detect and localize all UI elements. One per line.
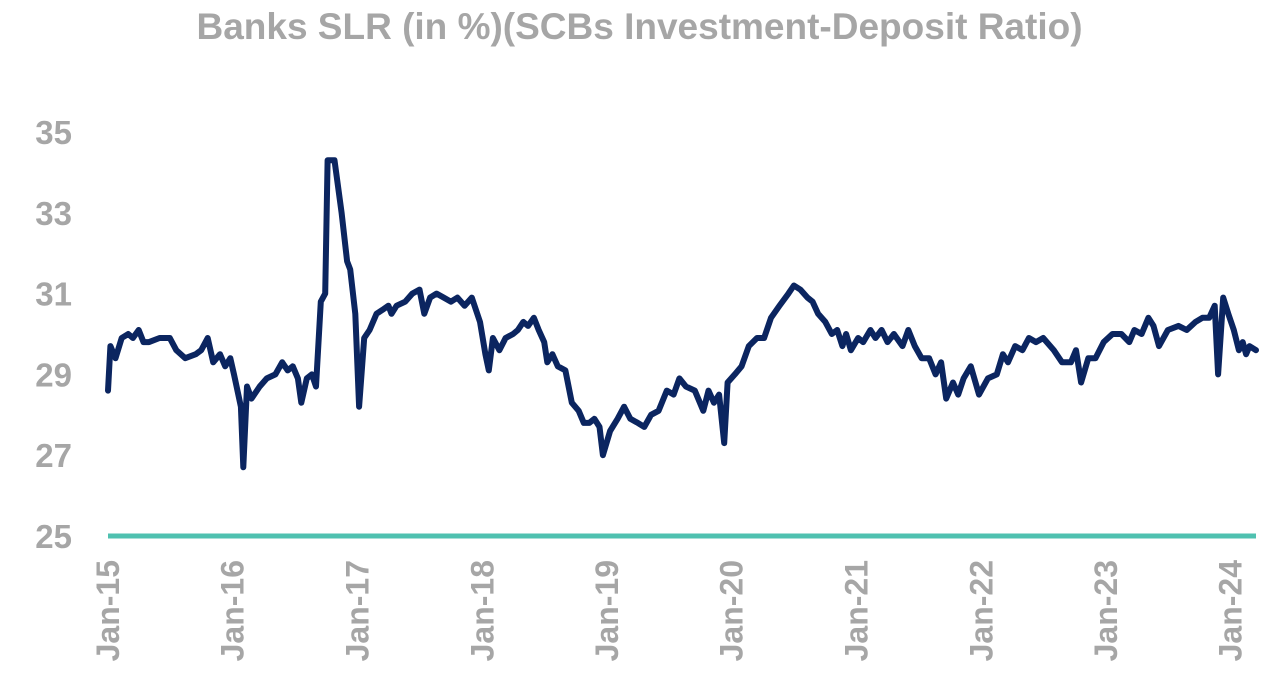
y-tick-label: 33 xyxy=(35,195,72,232)
series-line xyxy=(105,157,1259,471)
x-tick-label: Jan-24 xyxy=(1213,560,1249,662)
y-axis: 25 27 29 31 33 35 xyxy=(35,114,72,555)
x-tick-label: Jan-17 xyxy=(340,560,376,661)
x-axis: Jan-15 Jan-16 Jan-17 Jan-18 Jan-19 Jan-20 Jan-… xyxy=(90,560,1249,662)
x-tick-label: Jan-15 xyxy=(90,560,126,661)
x-tick-label: Jan-20 xyxy=(714,560,750,661)
chart-title: Banks SLR (in %)(SCBs Investment-Deposit… xyxy=(196,6,1083,47)
y-tick-label: 35 xyxy=(35,114,72,151)
x-tick-label: Jan-16 xyxy=(215,560,251,661)
y-tick-label: 27 xyxy=(35,437,72,474)
x-tick-label: Jan-19 xyxy=(589,560,625,661)
y-tick-label: 25 xyxy=(35,518,72,555)
y-tick-label: 31 xyxy=(35,276,72,313)
x-tick-label: Jan-23 xyxy=(1088,560,1124,661)
x-tick-label: Jan-18 xyxy=(464,560,500,661)
x-tick-label: Jan-22 xyxy=(963,560,999,661)
x-tick-label: Jan-21 xyxy=(839,560,875,661)
y-tick-label: 29 xyxy=(35,356,72,393)
